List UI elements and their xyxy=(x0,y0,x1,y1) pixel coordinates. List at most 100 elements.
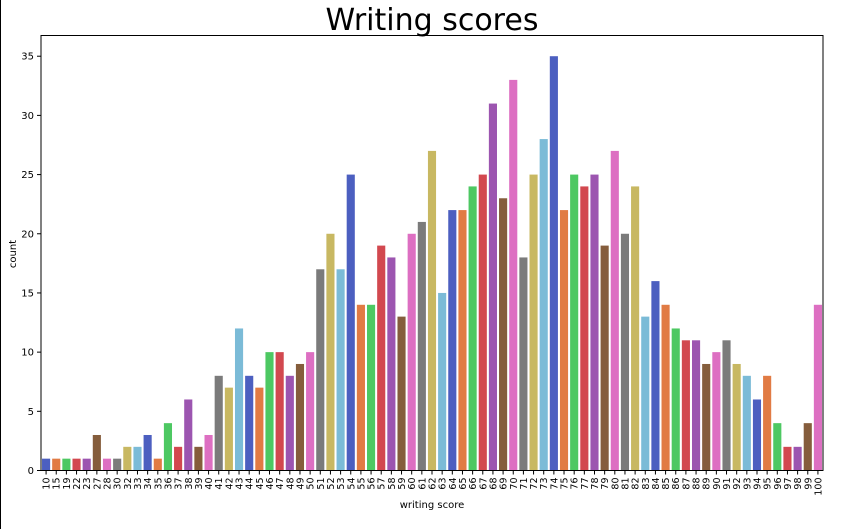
x-tick-label-88: 88 xyxy=(692,478,703,490)
bar-19 xyxy=(62,458,71,471)
bar-27 xyxy=(92,434,101,471)
bar-73 xyxy=(539,139,548,471)
x-tick-label-10: 10 xyxy=(42,478,53,490)
bar-48 xyxy=(285,375,294,471)
bar-86 xyxy=(671,328,680,471)
bar-52 xyxy=(326,233,335,471)
x-tick-label-59: 59 xyxy=(397,478,408,490)
bar-64 xyxy=(448,210,457,471)
x-tick-label-98: 98 xyxy=(793,478,804,490)
bar-34 xyxy=(143,434,152,471)
x-tick-label-70: 70 xyxy=(509,478,520,490)
x-tick-label-94: 94 xyxy=(752,478,763,490)
bar-57 xyxy=(377,245,386,471)
bar-90 xyxy=(712,352,721,471)
bar-30 xyxy=(113,458,122,471)
x-tick-label-65: 65 xyxy=(458,478,469,490)
bar-45 xyxy=(255,387,264,471)
bar-89 xyxy=(702,363,711,471)
x-tick-label-89: 89 xyxy=(702,478,713,490)
x-tick-label-69: 69 xyxy=(499,478,510,490)
x-tick-label-47: 47 xyxy=(275,478,286,490)
x-tick-label-71: 71 xyxy=(519,478,530,490)
x-tick-label-93: 93 xyxy=(742,478,753,490)
bar-60 xyxy=(407,233,416,471)
x-tick-label-32: 32 xyxy=(123,478,134,490)
bar-47 xyxy=(275,352,284,471)
x-tick-label-85: 85 xyxy=(661,478,672,490)
x-tick-label-64: 64 xyxy=(448,478,459,490)
x-axis-label: writing score xyxy=(400,500,465,511)
bar-22 xyxy=(72,458,81,471)
bar-82 xyxy=(631,186,640,471)
x-tick-label-99: 99 xyxy=(803,478,814,490)
x-tick-label-84: 84 xyxy=(651,478,662,490)
x-tick-label-81: 81 xyxy=(620,478,631,490)
bar-74 xyxy=(549,56,558,471)
x-tick-label-58: 58 xyxy=(387,478,398,490)
bar-35 xyxy=(153,458,162,471)
x-tick-label-96: 96 xyxy=(773,478,784,490)
x-tick-label-62: 62 xyxy=(428,478,439,490)
x-tick-label-33: 33 xyxy=(133,478,144,490)
bars-group xyxy=(42,56,822,471)
bar-96 xyxy=(773,423,782,471)
bar-79 xyxy=(600,245,609,471)
bar-91 xyxy=(722,340,731,471)
bar-71 xyxy=(519,257,528,471)
bar-51 xyxy=(316,269,325,471)
y-tick-label: 10 xyxy=(21,348,34,359)
bar-85 xyxy=(661,304,670,471)
bar-69 xyxy=(499,198,508,471)
x-tick-label-37: 37 xyxy=(174,478,185,490)
bar-43 xyxy=(234,328,244,471)
x-tick-label-35: 35 xyxy=(153,478,164,490)
x-tick-label-36: 36 xyxy=(163,478,174,490)
x-tick-label-27: 27 xyxy=(92,478,103,490)
bar-36 xyxy=(163,423,173,471)
bar-81 xyxy=(620,233,630,471)
y-tick-label: 25 xyxy=(21,170,34,181)
x-tick-label-56: 56 xyxy=(367,478,378,490)
bar-83 xyxy=(641,316,650,471)
x-tick-label-39: 39 xyxy=(194,478,205,490)
x-tick-label-55: 55 xyxy=(356,478,367,490)
bar-33 xyxy=(133,446,142,471)
bar-46 xyxy=(265,352,274,471)
x-tick-label-41: 41 xyxy=(214,478,225,490)
chart-title: Writing scores xyxy=(326,3,539,38)
x-tick-label-15: 15 xyxy=(52,478,63,490)
bar-42 xyxy=(224,387,233,471)
bar-41 xyxy=(214,375,223,471)
bar-62 xyxy=(427,150,437,471)
bar-66 xyxy=(468,186,477,471)
x-tick-label-19: 19 xyxy=(62,478,73,490)
x-tick-label-49: 49 xyxy=(295,478,306,490)
y-axis-label: count xyxy=(8,240,19,268)
bar-77 xyxy=(580,186,589,471)
bar-92 xyxy=(732,363,741,471)
bar-15 xyxy=(52,458,61,471)
y-tick-label: 0 xyxy=(28,466,34,477)
bar-68 xyxy=(488,103,497,471)
x-tick-label-67: 67 xyxy=(478,478,489,490)
x-tick-label-73: 73 xyxy=(539,478,550,490)
x-tick-label-60: 60 xyxy=(407,478,418,490)
bar-39 xyxy=(194,446,203,471)
x-tick-label-77: 77 xyxy=(580,478,591,490)
x-tick-label-90: 90 xyxy=(712,478,723,490)
x-tick-label-86: 86 xyxy=(671,478,682,490)
bar-78 xyxy=(590,174,599,471)
x-tick-label-43: 43 xyxy=(235,478,246,490)
y-tick-label: 35 xyxy=(21,52,34,63)
x-tick-label-78: 78 xyxy=(590,478,601,490)
bar-70 xyxy=(509,79,518,471)
x-tick-label-92: 92 xyxy=(732,478,743,490)
x-tick-label-95: 95 xyxy=(763,478,774,490)
x-tick-label-82: 82 xyxy=(631,478,642,490)
x-tick-label-34: 34 xyxy=(143,478,154,490)
bar-54 xyxy=(346,174,355,471)
x-tick-label-91: 91 xyxy=(722,478,733,490)
x-tick-label-23: 23 xyxy=(82,478,93,490)
x-tick-label-46: 46 xyxy=(265,478,276,490)
